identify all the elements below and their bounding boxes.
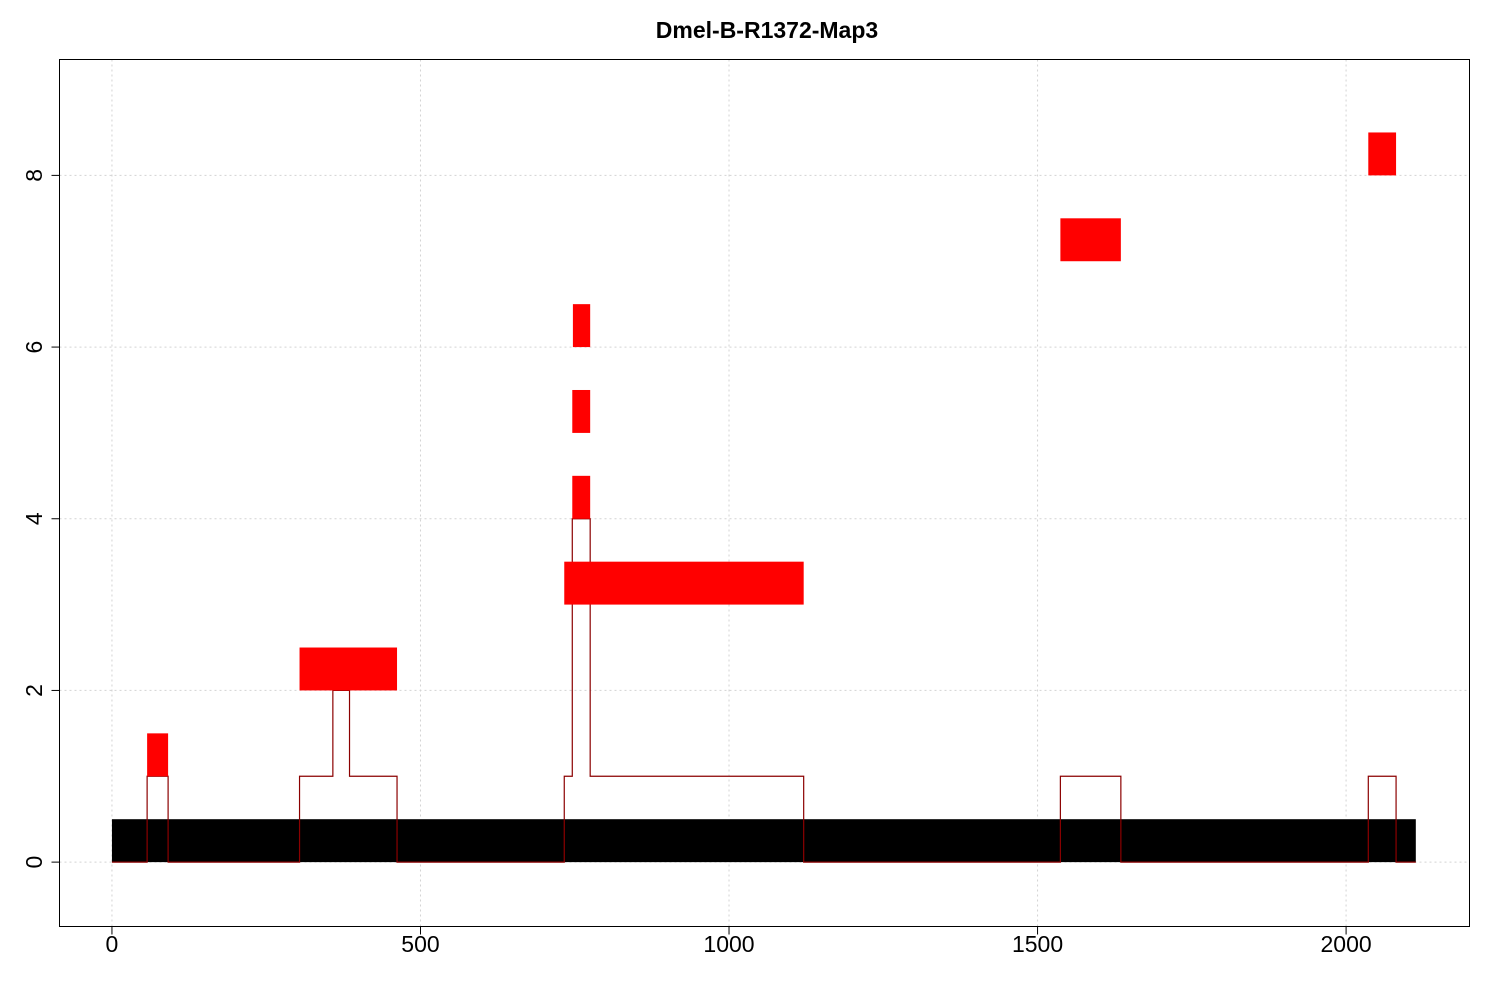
segment-bar (564, 561, 804, 605)
x-tick-label: 2000 (1321, 931, 1372, 957)
chart-title: Dmel-B-R1372-Map3 (656, 17, 878, 43)
plot-frame (59, 59, 1470, 927)
segment-bar (572, 475, 591, 519)
segment-layer (147, 132, 1397, 777)
baseline-bar (111, 819, 1416, 863)
x-tick-label: 1500 (1012, 931, 1063, 957)
segment-bar (572, 389, 591, 433)
y-tick-label: 6 (21, 341, 47, 354)
segment-bar (1060, 218, 1121, 262)
grid-layer (59, 59, 1470, 927)
x-tick-label: 1000 (703, 931, 754, 957)
y-tick-label: 0 (21, 856, 47, 869)
segment-bar (147, 733, 169, 777)
y-tick-label: 2 (21, 684, 47, 697)
segment-bar (572, 304, 591, 348)
segment-bar (299, 647, 398, 691)
coverage-layer (111, 518, 1416, 863)
coverage-line (111, 518, 1416, 863)
segment-bar (1368, 132, 1397, 176)
x-tick-label: 500 (401, 931, 439, 957)
baseline-layer (111, 819, 1416, 863)
x-tick-label: 0 (106, 931, 119, 957)
y-tick-label: 8 (21, 169, 47, 182)
y-tick-label: 4 (21, 512, 47, 525)
